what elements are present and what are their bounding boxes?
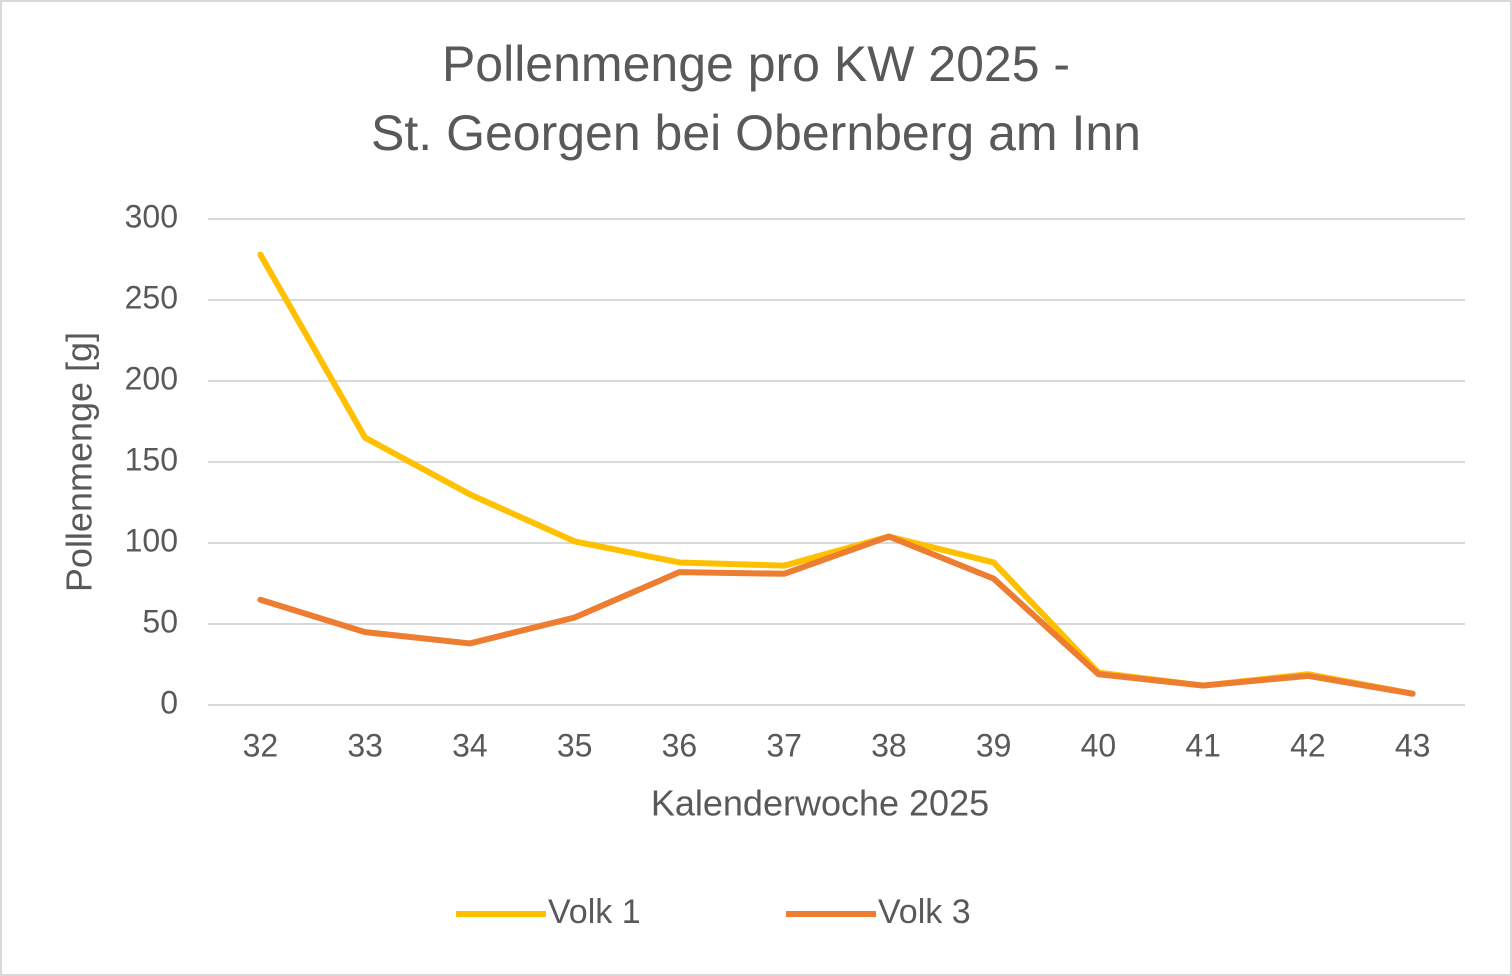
y-tick-label: 150 — [125, 441, 178, 477]
x-tick-label: 41 — [1185, 727, 1221, 763]
y-tick-label: 50 — [142, 603, 178, 639]
y-tick-label: 200 — [125, 360, 178, 396]
x-tick-label: 43 — [1395, 727, 1431, 763]
legend-label: Volk 3 — [878, 893, 971, 931]
y-tick-label: 300 — [125, 198, 178, 234]
x-tick-label: 42 — [1290, 727, 1326, 763]
chart-title: St. Georgen bei Obernberg am Inn — [371, 105, 1141, 161]
x-tick-label: 36 — [662, 727, 698, 763]
x-tick-label: 34 — [452, 727, 488, 763]
y-tick-label: 100 — [125, 522, 178, 558]
x-tick-label: 33 — [347, 727, 383, 763]
chart-title: Pollenmenge pro KW 2025 - — [442, 36, 1070, 92]
legend-label: Volk 1 — [548, 893, 641, 931]
x-tick-label: 37 — [766, 727, 802, 763]
x-tick-label: 39 — [976, 727, 1012, 763]
x-tick-label: 40 — [1081, 727, 1117, 763]
y-tick-label: 0 — [160, 684, 178, 720]
series-line — [257, 533, 1416, 697]
y-tick-label: 250 — [125, 279, 178, 315]
x-tick-label: 38 — [871, 727, 907, 763]
x-tick-label: 35 — [557, 727, 593, 763]
x-axis-label: Kalenderwoche 2025 — [651, 783, 989, 824]
x-tick-label: 32 — [243, 727, 279, 763]
y-axis-label: Pollenmenge [g] — [59, 332, 100, 592]
